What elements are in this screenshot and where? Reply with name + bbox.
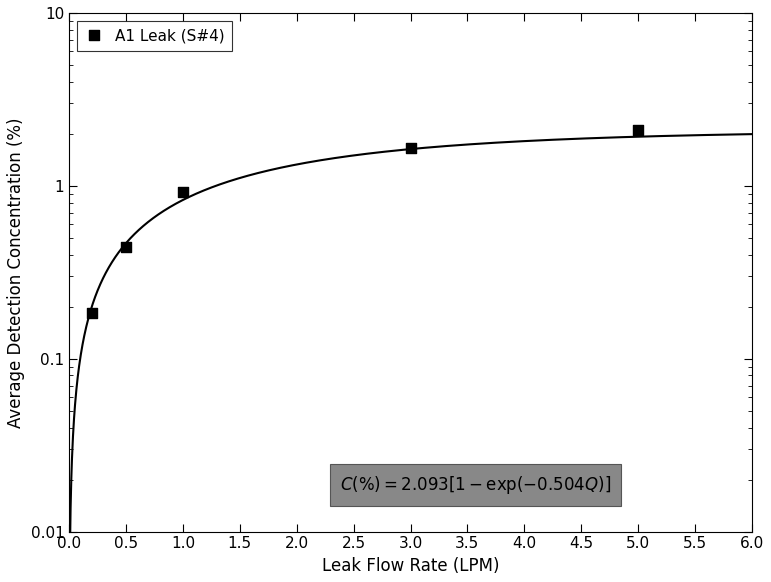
- Y-axis label: Average Detection Concentration (%): Average Detection Concentration (%): [7, 117, 25, 428]
- A1 Leak (S#4): [86, 308, 98, 317]
- A1 Leak (S#4): [632, 126, 645, 135]
- A1 Leak (S#4): [120, 243, 132, 252]
- A1 Leak (S#4): [404, 144, 416, 153]
- Legend: A1 Leak (S#4): A1 Leak (S#4): [77, 20, 232, 51]
- Text: $\mathit{C}(\%)=2.093\left[1-\exp(-0.504\mathit{Q})\right]$: $\mathit{C}(\%)=2.093\left[1-\exp(-0.504…: [340, 474, 611, 496]
- X-axis label: Leak Flow Rate (LPM): Leak Flow Rate (LPM): [322, 557, 500, 575]
- A1 Leak (S#4): [177, 187, 189, 197]
